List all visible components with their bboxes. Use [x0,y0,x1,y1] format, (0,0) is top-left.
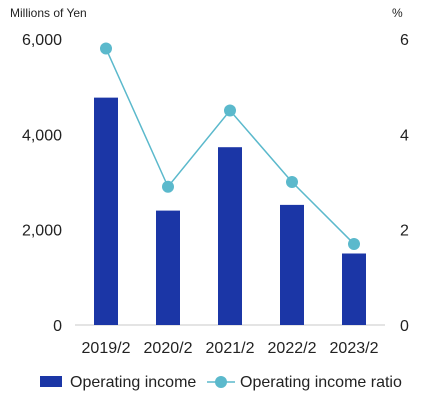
x-tick-label: 2022/2 [268,340,317,357]
bar-2019-2 [94,97,118,325]
x-axis-tick-labels: 2019/2 2020/2 2021/2 2022/2 2023/2 [82,340,379,357]
x-tick-label: 2020/2 [144,340,193,357]
line-series-operating-income-ratio [100,42,360,250]
left-tick-label: 0 [53,318,62,335]
ratio-point-2019-2 [100,42,112,55]
right-tick-label: 2 [400,223,409,240]
right-tick-label: 0 [400,318,409,335]
bar-series-operating-income [94,97,366,325]
legend: Operating income Operating income ratio [40,374,402,391]
left-axis-unit-label: Millions of Yen [10,6,87,20]
right-axis-ticks: 0 2 4 6 [400,32,409,335]
left-tick-label: 6,000 [22,32,62,49]
x-tick-label: 2019/2 [82,340,131,357]
ratio-point-2022-2 [286,176,298,188]
legend-bar-swatch [40,376,62,387]
bar-2020-2 [156,210,180,325]
legend-line-marker [215,376,227,388]
ratio-point-2020-2 [162,180,174,193]
bar-2022-2 [280,204,304,325]
legend-line-label: Operating income ratio [240,374,402,391]
x-tick-label: 2023/2 [330,340,379,357]
legend-bar-label: Operating income [70,374,196,391]
right-axis-unit-label: % [392,6,403,20]
bar-2021-2 [218,147,242,325]
right-tick-label: 4 [400,127,409,144]
bar-2023-2 [342,253,366,325]
left-tick-label: 4,000 [22,127,62,144]
right-tick-label: 6 [400,32,409,49]
ratio-point-2021-2 [224,104,236,117]
left-tick-label: 2,000 [22,223,62,240]
ratio-point-2023-2 [348,237,360,250]
x-tick-label: 2021/2 [206,340,255,357]
left-axis-ticks: 0 2,000 4,000 6,000 [22,32,62,335]
